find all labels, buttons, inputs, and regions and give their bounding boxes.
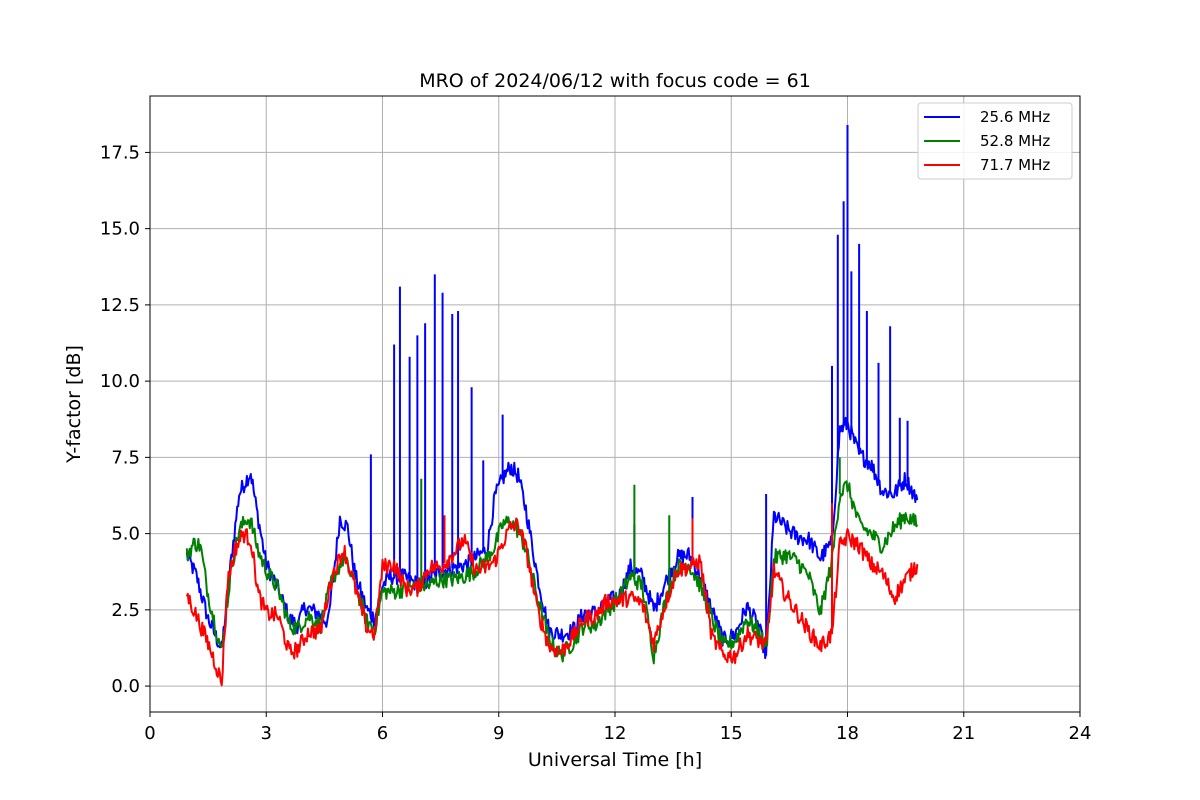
legend-label: 25.6 MHz (980, 108, 1050, 126)
y-axis: 0.0 2.5 5.0 7.5 10.0 12.5 15.0 17.5 (100, 142, 150, 697)
x-tick-label: 6 (377, 723, 388, 744)
y-tick-label: 10.0 (100, 371, 140, 392)
series-line (185, 416, 919, 660)
x-tick-label: 3 (261, 723, 272, 744)
y-tick-label: 12.5 (100, 295, 140, 316)
series-line (185, 517, 919, 687)
x-tick-label: 0 (144, 723, 155, 744)
x-tick-label: 15 (720, 723, 743, 744)
x-tick-label: 18 (836, 723, 859, 744)
x-axis: 0 3 6 9 12 15 18 21 24 (144, 712, 1091, 744)
chart-title: MRO of 2024/06/12 with focus code = 61 (419, 70, 811, 92)
legend-label: 52.8 MHz (980, 132, 1050, 150)
y-axis-label: Y-factor [dB] (63, 345, 85, 464)
x-axis-label: Universal Time [h] (528, 749, 702, 771)
x-tick-label: 21 (952, 723, 975, 744)
y-tick-label: 7.5 (111, 447, 140, 468)
x-tick-label: 9 (493, 723, 504, 744)
legend-box (917, 102, 1073, 180)
series-71-7-mhz (185, 503, 919, 687)
legend-label: 71.7 MHz (980, 156, 1050, 174)
x-tick-label: 24 (1069, 723, 1092, 744)
x-tick-label: 12 (604, 723, 627, 744)
y-tick-label: 17.5 (100, 142, 140, 163)
y-tick-label: 15.0 (100, 219, 140, 240)
legend: 25.6 MHz 52.8 MHz 71.7 MHz (917, 102, 1073, 180)
plot-area (185, 124, 919, 687)
y-tick-label: 2.5 (111, 600, 140, 621)
y-tick-label: 0.0 (111, 676, 140, 697)
y-tick-label: 5.0 (111, 524, 140, 545)
series-25-6-mhz (185, 124, 919, 660)
